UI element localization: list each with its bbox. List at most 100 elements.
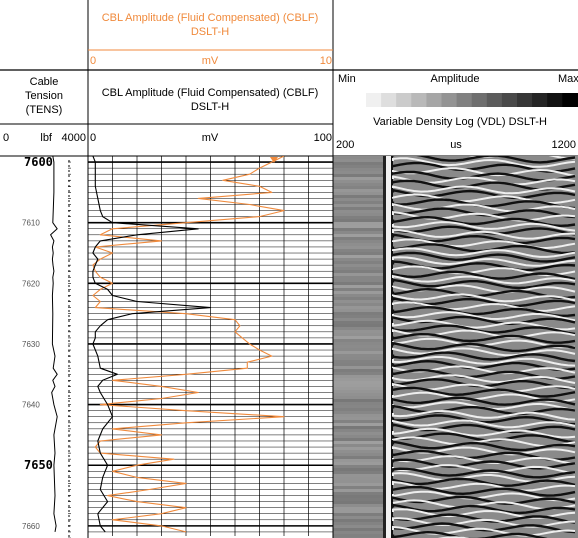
vdl-arrival-light	[386, 156, 391, 538]
cblf-top-scale-unit: mV	[202, 55, 219, 67]
cblf-main-scale-max: 100	[314, 132, 332, 144]
vdl-noise	[333, 225, 383, 228]
vdl-noise	[333, 219, 383, 222]
tension-track	[50, 156, 58, 532]
vdl-noise	[333, 405, 383, 408]
vdl-noise	[333, 495, 383, 498]
vdl-noise	[333, 510, 383, 513]
tension-header: Cable Tension (TENS) 0 lbf 4000	[0, 76, 88, 144]
vdl-noise	[333, 210, 383, 213]
depth-label-minor: 7640	[22, 401, 40, 410]
cblf-main-header: CBL Amplitude (Fluid Compensated) (CBLF)…	[88, 87, 333, 144]
vdl-noise	[333, 288, 383, 291]
colorbar-step	[366, 93, 382, 107]
vdl-wave	[391, 251, 576, 263]
cblf-top-header: CBL Amplitude (Fluid Compensated) (CBLF)…	[87, 0, 334, 70]
vdl-noise	[333, 471, 383, 474]
depth-label-major: 7600	[24, 155, 53, 169]
vdl-noise	[333, 201, 383, 204]
vdl-noise	[333, 192, 383, 195]
cbl-grid	[88, 156, 333, 536]
vdl-noise	[333, 360, 383, 363]
vdl-noise	[333, 333, 383, 336]
vdl-noise	[333, 279, 383, 282]
vdl-noise	[333, 207, 383, 210]
vdl-scale-min: 200	[336, 139, 354, 151]
vdl-noise	[333, 378, 383, 381]
vdl-noise	[333, 324, 383, 327]
vdl-noise	[333, 285, 383, 288]
depth-track: 7600 7650 7610 7620 7630 7640 7660	[22, 155, 71, 538]
vdl-noise	[333, 270, 383, 273]
vdl-noise	[333, 399, 383, 402]
colorbar-step	[562, 93, 578, 107]
vdl-noise	[333, 240, 383, 243]
vdl-noise	[333, 534, 383, 537]
depth-label-minor: 7610	[22, 219, 40, 228]
vdl-noise	[333, 189, 383, 192]
vdl-noise	[333, 504, 383, 507]
vdl-noise	[333, 483, 383, 486]
vdl-wave	[392, 185, 576, 195]
tension-scale-max: 4000	[62, 132, 86, 144]
vdl-noise	[333, 309, 383, 312]
cblf-top-title-1: CBL Amplitude (Fluid Compensated) (CBLF)	[102, 12, 319, 24]
vdl-noise	[333, 174, 383, 177]
vdl-noise	[333, 408, 383, 411]
vdl-noise	[333, 339, 383, 342]
colorbar-step	[396, 93, 412, 107]
vdl-noise	[333, 438, 383, 441]
vdl-noise	[333, 315, 383, 318]
vdl-wave	[391, 495, 576, 505]
vdl-noise	[333, 474, 383, 477]
vdl-wave	[391, 404, 576, 416]
vdl-noise	[333, 258, 383, 261]
vdl-amp-min: Min	[338, 73, 356, 85]
vdl-noise	[333, 387, 383, 390]
vdl-noise	[333, 432, 383, 435]
vdl-noise	[333, 516, 383, 519]
vdl-noise	[333, 351, 383, 354]
vdl-wave	[392, 525, 576, 537]
colorbar-step	[426, 93, 442, 107]
vdl-heatmap	[333, 156, 578, 538]
vdl-noise	[333, 426, 383, 429]
vdl-noise	[333, 186, 383, 189]
vdl-wave	[392, 247, 576, 258]
vdl-wave	[392, 202, 576, 213]
vdl-noise	[333, 156, 383, 159]
vdl-noise	[333, 447, 383, 450]
vdl-noise	[333, 507, 383, 510]
colorbar-step	[517, 93, 533, 107]
vdl-noise	[333, 261, 383, 264]
vdl-noise	[333, 441, 383, 444]
vdl-wave	[391, 440, 576, 452]
vdl-wave	[392, 427, 576, 439]
vdl-wave	[391, 305, 576, 318]
vdl-wave	[392, 374, 576, 384]
vdl-noise	[333, 501, 383, 504]
vdl-noise	[333, 165, 383, 168]
vdl-noise	[333, 381, 383, 384]
vdl-noise	[333, 330, 383, 333]
vdl-noise	[333, 162, 383, 165]
vdl-wave	[392, 228, 576, 240]
vdl-noise	[333, 282, 383, 285]
depth-label-minor: 7630	[22, 340, 40, 349]
vdl-wave	[391, 351, 576, 363]
colorbar-step	[471, 93, 487, 107]
vdl-noise	[333, 342, 383, 345]
vdl-noise	[333, 396, 383, 399]
cblf-top-scale-max: 10	[320, 55, 332, 67]
vdl-noise	[333, 231, 383, 234]
vdl-noise	[333, 456, 383, 459]
colorbar-step	[411, 93, 427, 107]
vdl-noise	[333, 345, 383, 348]
vdl-noise	[333, 363, 383, 366]
vdl-noise	[333, 417, 383, 420]
vdl-wave	[391, 477, 576, 487]
vdl-wave	[392, 409, 576, 421]
vdl-noise	[333, 267, 383, 270]
vdl-noise	[333, 372, 383, 375]
